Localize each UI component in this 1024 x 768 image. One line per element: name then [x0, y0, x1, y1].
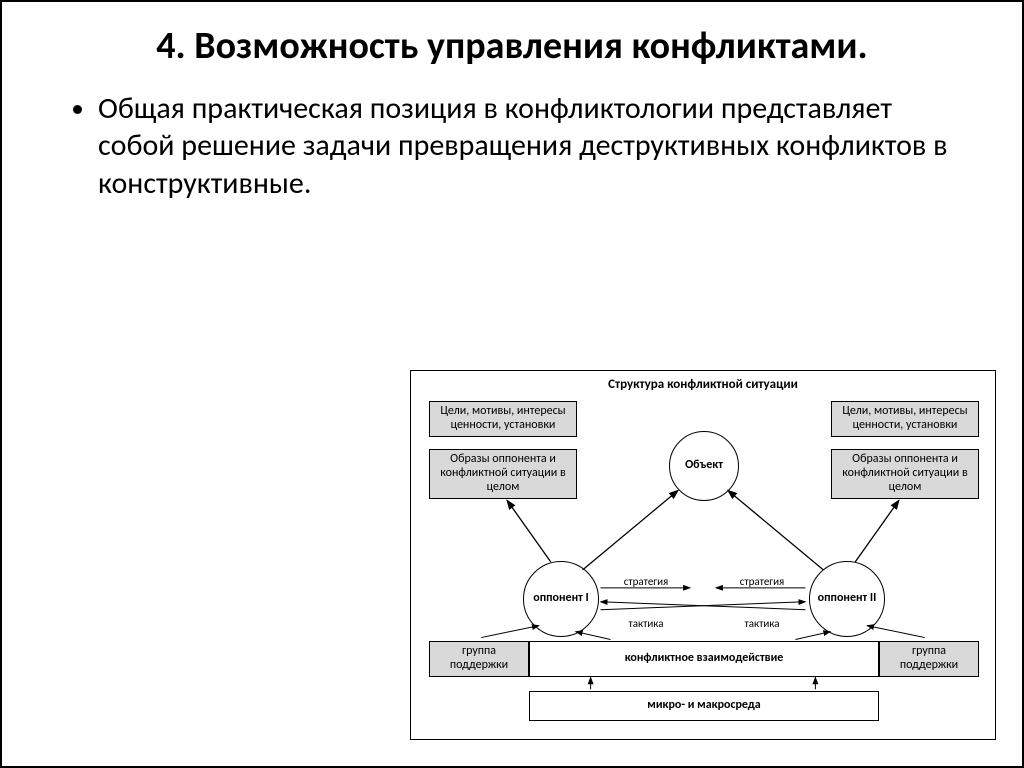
conflict-structure-diagram: Структура конфликтной ситуации Цели, мот…	[410, 370, 996, 740]
object-node: Объект	[669, 431, 739, 501]
opponent-2-label: оппонент II	[818, 592, 877, 605]
diagram-title: Структура конфликтной ситуации	[411, 377, 995, 392]
page-title: 4. Возможность управления конфликтами.	[2, 2, 1022, 80]
interaction-box: конфликтное взаимодействие	[529, 641, 879, 677]
images-left-box: Образы оппонента и конфликтной ситуации …	[429, 449, 577, 499]
opponent-1-node: оппонент I	[523, 561, 599, 637]
strategy-left-label: стратегия	[611, 575, 681, 588]
goals-right-box: Цели, мотивы, интересы ценности, установ…	[831, 401, 979, 437]
images-right-box: Образы оппонента и конфликтной ситуации …	[831, 449, 979, 499]
bullet-item: Общая практическая позиция в конфликтоло…	[98, 90, 962, 203]
environment-box: микро- и макросреда	[529, 691, 879, 721]
goals-left-box: Цели, мотивы, интересы ценности, установ…	[429, 401, 577, 437]
tactic-right-label: тактика	[727, 617, 797, 630]
strategy-right-label: стратегия	[727, 575, 797, 588]
tactic-left-label: тактика	[611, 617, 681, 630]
bullet-list: Общая практическая позиция в конфликтоло…	[2, 80, 1022, 203]
support-left-box: группа поддержки	[429, 641, 529, 677]
support-right-box: группа поддержки	[879, 641, 979, 677]
opponent-2-node: оппонент II	[809, 561, 885, 637]
opponent-1-label: оппонент I	[533, 592, 588, 605]
